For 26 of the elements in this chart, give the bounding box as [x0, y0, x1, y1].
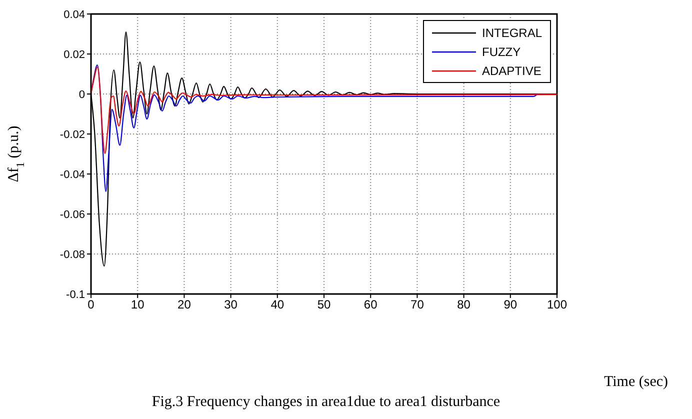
x-tick-label: 70: [410, 298, 424, 312]
x-tick-label: 100: [546, 298, 568, 312]
x-tick-label: 80: [457, 298, 471, 312]
x-axis-title: Time (sec): [604, 374, 668, 391]
y-tick-label: -0.08: [60, 248, 85, 261]
x-tick-label: 20: [178, 298, 192, 312]
legend-label: ADAPTIVE: [482, 64, 542, 78]
y-tick-label: 0.04: [64, 8, 85, 21]
x-tick-label: 50: [317, 298, 331, 312]
y-tick-label: -0.04: [60, 168, 85, 181]
legend-label: FUZZY: [482, 44, 521, 58]
y-tick-label: 0: [78, 88, 85, 101]
x-tick-label: 0: [88, 298, 95, 312]
y-tick-label: 0.02: [64, 48, 85, 61]
y-tick-label: -0.02: [60, 128, 85, 141]
x-tick-label: 40: [270, 298, 284, 312]
x-tick-label: 10: [130, 298, 145, 312]
line-series: [91, 66, 557, 154]
x-tick-label: 60: [364, 298, 378, 312]
legend-label: INTEGRAL: [482, 26, 542, 40]
line-series: [91, 64, 557, 192]
y-tick-label: -0.1: [66, 288, 85, 301]
x-tick-label: 30: [224, 298, 238, 312]
y-tick-label: -0.06: [60, 208, 85, 221]
x-tick-label: 90: [504, 298, 518, 312]
caption: Fig.3 Frequency changes in area1due to area1 disturbance: [150, 394, 502, 411]
